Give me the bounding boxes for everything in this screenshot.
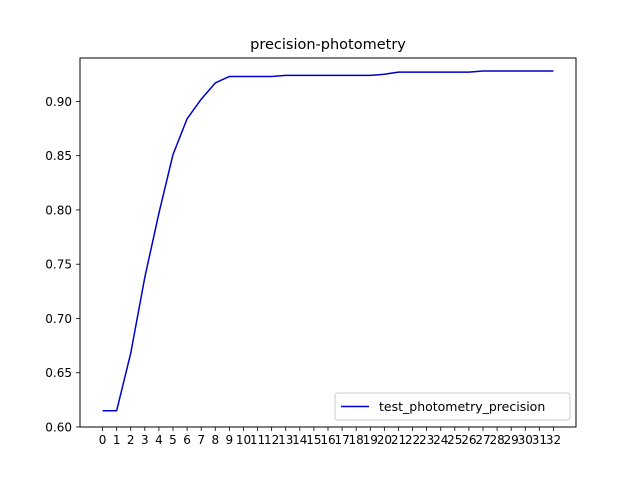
- x-tick-label: 29: [504, 433, 519, 447]
- x-tick-label: 3: [141, 433, 149, 447]
- x-tick-label: 15: [306, 433, 321, 447]
- legend: test_photometry_precision: [334, 392, 571, 421]
- x-tick-label: 24: [433, 433, 448, 447]
- x-tick-label: 28: [489, 433, 504, 447]
- ticks-layer: 0 1 2 3 4 5 6 7 8 9 101112131415161718192021222324…: [45, 95, 561, 447]
- x-tick-label: 27: [475, 433, 490, 447]
- y-tick-label: 0.65: [45, 366, 72, 380]
- x-tick-label: 30: [518, 433, 533, 447]
- x-tick-label: 26: [461, 433, 476, 447]
- x-tick-label: 5: [169, 433, 177, 447]
- x-tick-label: 20: [377, 433, 392, 447]
- chart-title: precision-photometry: [250, 37, 406, 53]
- x-tick-label: 13: [278, 433, 293, 447]
- x-tick-label: 16: [320, 433, 335, 447]
- x-tick-label: 23: [419, 433, 434, 447]
- x-tick-label: 22: [405, 433, 420, 447]
- x-tick-label: 21: [391, 433, 406, 447]
- x-tick-label: 4: [155, 433, 163, 447]
- legend-label: test_photometry_precision: [379, 399, 545, 414]
- x-tick-label: 11: [250, 433, 265, 447]
- y-tick-label: 0.70: [45, 312, 72, 326]
- x-tick-label: 7: [197, 433, 205, 447]
- x-tick-label: 25: [447, 433, 462, 447]
- x-tick-label: 17: [334, 433, 349, 447]
- x-tick-label: 32: [546, 433, 561, 447]
- y-tick-label: 0.75: [45, 258, 72, 272]
- x-tick-label: 19: [363, 433, 378, 447]
- line-layer: [102, 70, 554, 412]
- x-tick-label: 6: [183, 433, 191, 447]
- x-tick-label: 0: [99, 433, 107, 447]
- y-tick-label: 0.60: [45, 421, 72, 435]
- y-tick-label: 0.80: [45, 203, 72, 217]
- x-tick-label: 12: [264, 433, 279, 447]
- x-tick-label: 1: [113, 433, 121, 447]
- y-tick-label: 0.90: [45, 95, 72, 109]
- legend-box: [334, 392, 571, 421]
- y-tick-label: 0.85: [45, 149, 72, 163]
- x-tick-label: 2: [127, 433, 135, 447]
- x-tick-label: 10: [236, 433, 251, 447]
- x-tick-label: 31: [532, 433, 547, 447]
- x-tick-label: 9: [226, 433, 234, 447]
- series-line-test_photometry_precision: [102, 70, 554, 412]
- x-tick-label: 14: [292, 433, 307, 447]
- plot-frame: [79, 57, 577, 428]
- x-tick-label: 8: [211, 433, 219, 447]
- x-tick-label: 18: [349, 433, 364, 447]
